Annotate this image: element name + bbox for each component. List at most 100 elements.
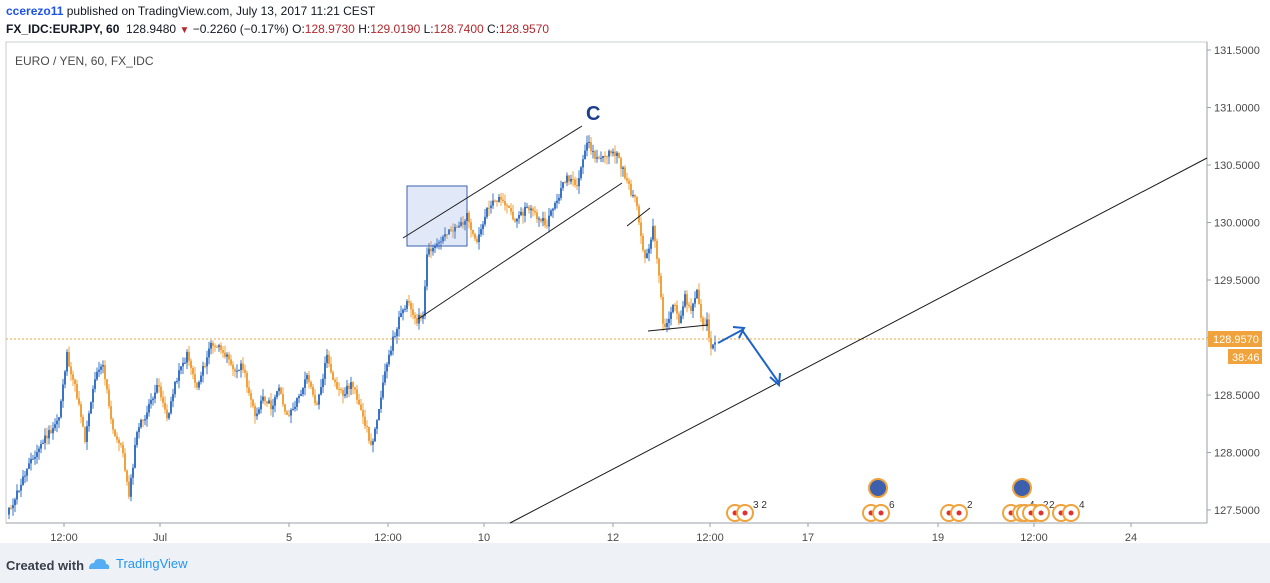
candle-body [444,234,446,237]
event-marker[interactable]: 2 [940,500,973,522]
candle-body [204,366,206,368]
time-scale[interactable]: 12:00 Jul 5 12:00 10 12 12:00 17 19 12:00 24 [50,523,1137,544]
candle-body [88,413,90,427]
candle-body [360,404,362,411]
open-label: O: [292,22,305,36]
x-tick-label: 5 [286,532,292,543]
candle-body [234,369,236,372]
event-marker-upper[interactable] [868,478,888,498]
candle-body [32,458,34,460]
y-tick-label: 128.0000 [1214,448,1260,460]
candle-body [176,381,178,383]
wave-label-c: C [586,103,600,125]
candle-body [440,241,442,243]
candle-body [626,178,628,181]
candle-body [642,235,644,250]
candle-body [108,389,110,406]
candle-body [582,159,584,168]
candle-body [118,439,120,444]
candle-body [570,179,572,182]
candle-body [362,410,364,417]
candle-body [366,425,368,427]
candle-body [714,342,716,345]
candle-body [620,158,622,169]
event-marker[interactable]: 4 [1052,500,1085,522]
candle-body [342,389,344,396]
candle-body [162,397,164,403]
event-marker-upper[interactable] [1012,478,1032,498]
y-tick-label: 128.5000 [1214,390,1260,402]
candle-body [324,363,326,379]
candle-body [314,394,316,404]
price-scale[interactable]: 131.5000 131.0000 130.5000 130.0000 129.5000… [1207,45,1260,517]
candle-body [408,301,410,303]
candle-body [10,507,12,509]
x-tick-label: 17 [802,532,814,543]
candle-body [640,222,642,236]
candle-body [376,420,378,429]
channel-upper-line[interactable] [402,125,583,239]
candle-body [674,304,676,306]
candle-body [456,226,458,228]
x-tick-label: 12:00 [50,532,78,543]
events-row[interactable]: 3 2624224 [726,478,1085,522]
candle-body [496,200,498,202]
small-trend-line[interactable] [626,207,651,227]
candle-body [592,151,594,153]
price-chart[interactable]: EURO / YEN, 60, FX_IDC 131.5000131.00001… [0,40,1270,544]
candle-body [512,211,514,220]
candle-body [310,381,312,387]
candle-body [628,180,630,184]
candle-body [46,435,48,439]
candle-body [610,150,612,154]
candle-body [612,151,614,154]
support-line[interactable] [647,324,709,332]
candle-body [18,490,20,492]
candle-body [422,315,424,319]
candle-body [40,443,42,449]
channel-lower-line[interactable] [417,182,623,320]
candle-body [678,313,680,324]
candle-body [228,354,230,360]
candle-body [102,365,104,367]
candle-body [404,308,406,310]
published-text: published on TradingView.com, July 13, 2… [66,4,376,18]
event-count: 4 [1079,500,1085,511]
candle-body [624,167,626,179]
candle-body [60,400,62,418]
candle-body [348,385,350,389]
candle-body [300,394,302,396]
candle-body [96,371,98,380]
event-marker[interactable]: 3 2 [726,500,767,522]
tradingview-link[interactable]: TradingView [87,556,188,571]
candle-body [150,400,152,404]
candle-body [394,336,396,338]
candle-body [558,197,560,201]
event-marker[interactable]: 6 [862,500,895,522]
candle-body [174,381,176,395]
close-value: 128.9570 [499,22,550,36]
highlight-rectangle[interactable] [406,185,468,247]
long-trend-line[interactable] [509,157,1208,524]
candle-body [692,303,694,312]
candle-body [148,403,150,413]
x-tick-label: 12 [607,532,619,543]
candle-body [498,196,500,202]
event-marker[interactable]: 2 [1022,500,1055,522]
candle-body [320,387,322,395]
projection-arrow[interactable] [717,326,781,388]
author-name[interactable]: ccerezo11 [6,4,64,18]
chart-area[interactable]: EURO / YEN, 60, FX_IDC 131.5000 131.0000 1… [0,40,1270,544]
x-tick-label: 10 [478,532,490,543]
y-tick-label: 131.5000 [1214,45,1260,57]
x-tick-label: 12:00 [374,532,402,543]
candle-body [296,398,298,407]
candle-body [56,420,58,425]
candle-body [146,412,148,420]
candle-body [12,505,14,509]
candle-body [634,195,636,198]
candle-body [402,309,404,314]
last-price-tag-text: 128.9570 [1213,334,1259,346]
candle-body [226,354,228,357]
candle-body [588,142,590,144]
